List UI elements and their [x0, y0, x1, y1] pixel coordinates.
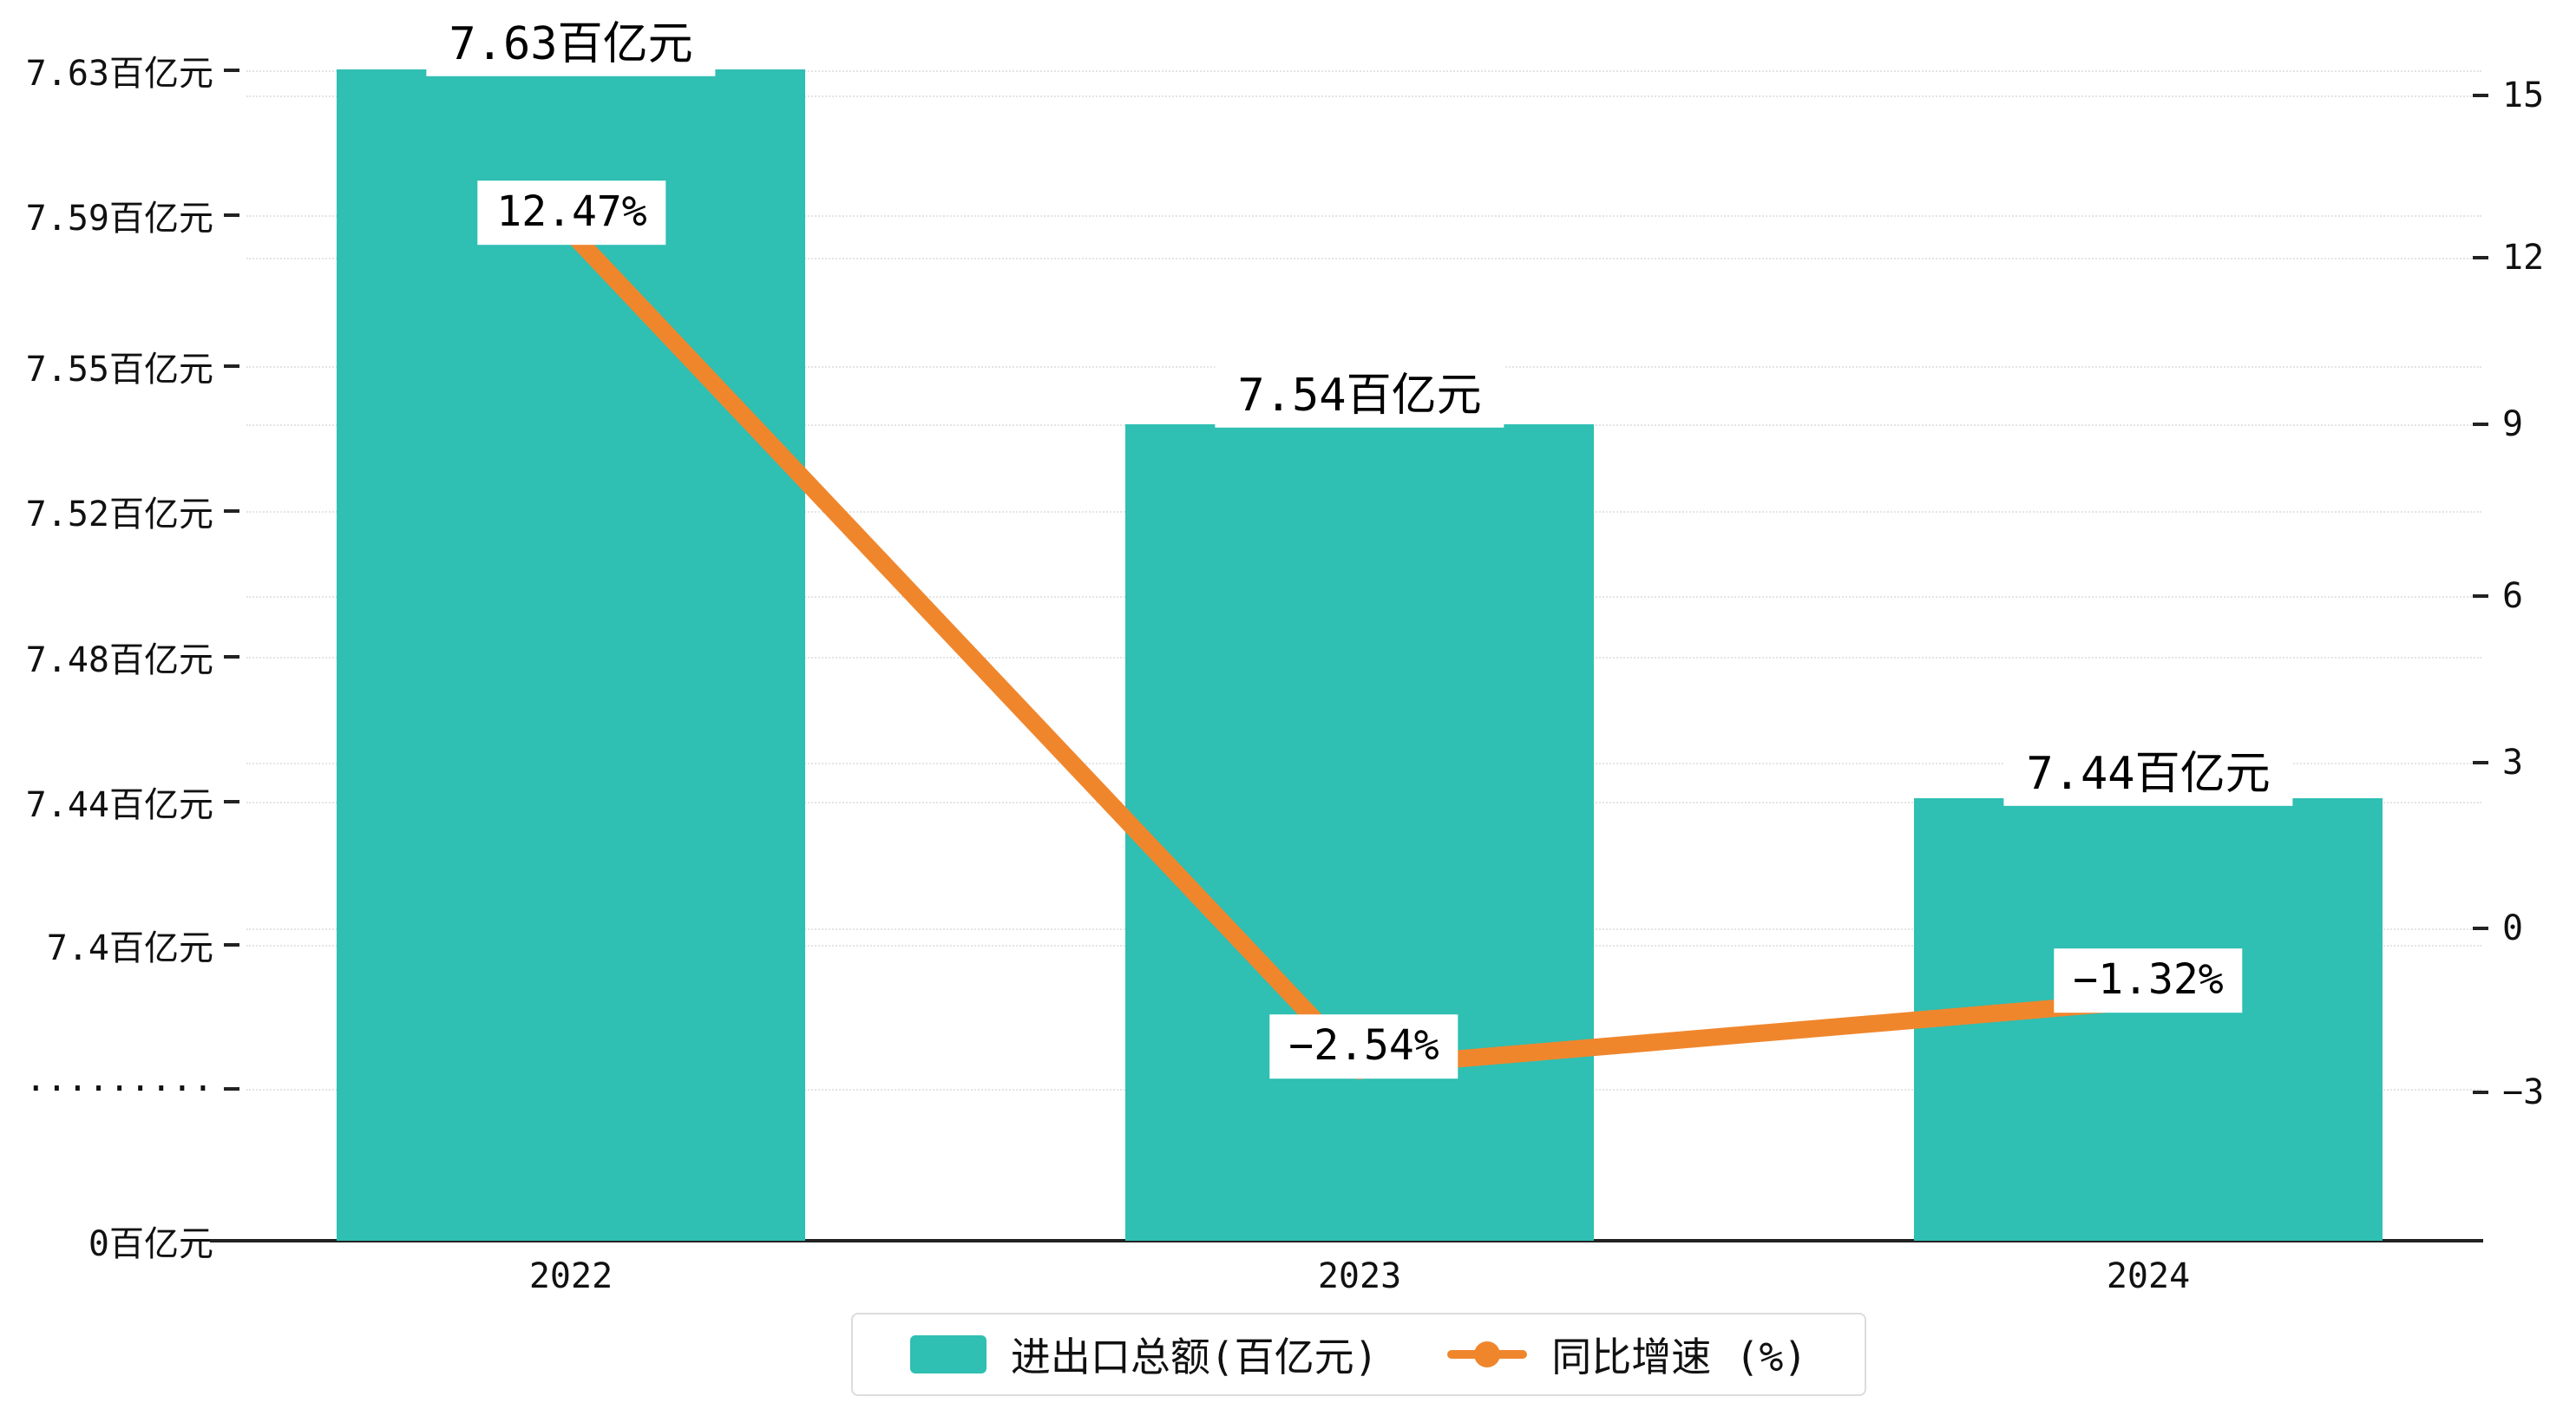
bar-value-label-2024: 7.44百亿元 — [2003, 741, 2293, 807]
bar-series-swatch-icon — [909, 1335, 986, 1373]
left-axis-tick-label: 7.63百亿元 — [25, 54, 213, 94]
left-tick-mark — [224, 364, 239, 368]
left-tick-mark — [224, 213, 239, 217]
left-tick-mark — [224, 943, 239, 947]
legend-item-line-series[interactable]: 同比增速 (%) — [1447, 1326, 1807, 1383]
bar-value-label-2023: 7.54百亿元 — [1215, 363, 1504, 429]
right-axis-tick-label: −3 — [2502, 1072, 2545, 1112]
left-axis-tick-label: 7.55百亿元 — [25, 350, 213, 390]
right-axis-tick-label: 3 — [2502, 743, 2524, 783]
right-tick-mark — [2473, 927, 2488, 930]
right-tick-mark — [2473, 94, 2488, 97]
left-axis-tick-label: 7.4百亿元 — [46, 928, 213, 968]
left-tick-mark — [224, 509, 239, 513]
right-axis-tick-label: 12 — [2502, 238, 2545, 278]
growth-line — [562, 224, 2157, 1076]
left-axis-tick-label: 7.44百亿元 — [25, 785, 213, 825]
right-axis-tick-label: 0 — [2502, 908, 2524, 948]
x-axis-line — [210, 1239, 2483, 1242]
x-axis-label-2023: 2023 — [1317, 1256, 1402, 1296]
left-tick-mark — [224, 655, 239, 659]
right-tick-mark — [2473, 256, 2488, 259]
bar-value-label-2022: 7.63百亿元 — [426, 11, 716, 77]
legend-label-bar-series: 进出口总额(百亿元) — [1010, 1334, 1379, 1380]
right-tick-mark — [2473, 1091, 2488, 1094]
x-axis-label-2022: 2022 — [528, 1256, 613, 1296]
left-tick-mark — [224, 69, 239, 72]
legend: 进出口总额(百亿元) 同比增速 (%) — [851, 1313, 1866, 1396]
left-axis-break-label: ········· — [25, 1069, 213, 1109]
right-tick-mark — [2473, 423, 2488, 426]
line-value-label-2023: −2.54% — [1269, 1014, 1458, 1078]
line-value-label-2024: −1.32% — [2054, 948, 2243, 1013]
right-tick-mark — [2473, 594, 2488, 598]
bar-2023 — [1125, 424, 1594, 1241]
line-value-label-2022: 12.47% — [477, 180, 666, 245]
left-axis-tick-label: 0百亿元 — [88, 1224, 213, 1264]
right-tick-mark — [2473, 761, 2488, 764]
right-axis-tick-label: 15 — [2502, 75, 2545, 115]
left-axis-tick-label: 7.52百亿元 — [25, 495, 213, 534]
right-axis-tick-label: 6 — [2502, 576, 2524, 616]
left-tick-mark — [224, 800, 239, 803]
gridline — [246, 70, 2481, 72]
left-axis-tick-label: 7.48百亿元 — [25, 640, 213, 680]
legend-label-line-series: 同比增速 (%) — [1551, 1334, 1808, 1380]
line-series-marker-icon — [1447, 1335, 1528, 1373]
legend-item-bar-series[interactable]: 进出口总额(百亿元) — [909, 1326, 1379, 1383]
bar-2022 — [337, 69, 805, 1241]
gridline — [246, 215, 2481, 217]
left-tick-mark — [224, 1087, 239, 1091]
x-axis-label-2024: 2024 — [2106, 1256, 2191, 1296]
left-axis-tick-label: 7.59百亿元 — [25, 199, 213, 239]
gridline — [246, 95, 2481, 97]
right-axis-tick-label: 9 — [2502, 404, 2524, 444]
gridline — [246, 258, 2481, 259]
